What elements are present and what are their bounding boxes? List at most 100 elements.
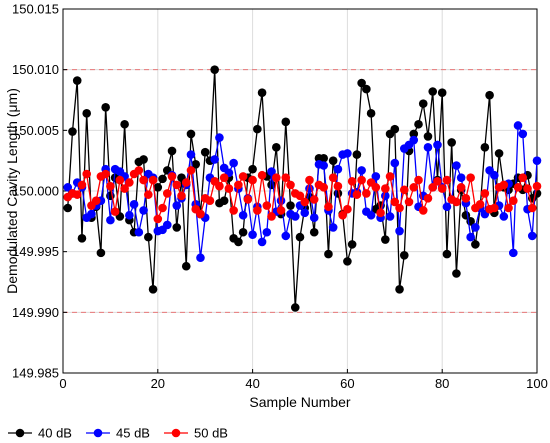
- data-point: [82, 169, 91, 179]
- data-point: [162, 189, 172, 198]
- legend-label: 45 dB: [116, 426, 150, 441]
- legend-item: 40 dB: [8, 426, 72, 441]
- data-point: [115, 175, 125, 185]
- data-point: [281, 231, 291, 241]
- data-point: [234, 180, 243, 190]
- data-point: [72, 76, 82, 85]
- data-point: [518, 173, 528, 182]
- data-point: [144, 232, 153, 242]
- data-point: [281, 173, 291, 182]
- legend-marker: [93, 428, 103, 438]
- data-point: [319, 161, 329, 170]
- data-point: [172, 201, 182, 210]
- data-point: [91, 196, 101, 206]
- x-axis-label: Sample Number: [249, 394, 350, 410]
- data-point: [309, 227, 319, 237]
- data-point: [409, 129, 419, 139]
- data-point: [452, 197, 461, 207]
- data-point: [120, 119, 129, 129]
- y-axis-label: Demodulated Cavity Length (μm): [4, 88, 20, 294]
- data-point: [409, 183, 419, 192]
- data-point: [328, 173, 338, 182]
- data-point: [466, 232, 475, 242]
- x-tick-label: 20: [151, 376, 165, 391]
- data-point: [63, 203, 73, 213]
- data-point: [347, 240, 357, 249]
- data-point: [347, 176, 357, 186]
- data-point: [532, 156, 542, 165]
- data-point: [513, 183, 523, 192]
- data-point: [177, 191, 186, 201]
- series-line: [67, 69, 538, 308]
- legend-marker: [171, 428, 181, 438]
- data-point: [257, 237, 267, 247]
- legend-marker: [15, 428, 25, 438]
- data-point: [395, 226, 404, 236]
- data-point: [196, 209, 205, 219]
- data-point: [480, 143, 490, 152]
- data-point: [134, 227, 144, 237]
- data-point: [253, 206, 262, 215]
- data-point: [475, 200, 485, 209]
- data-point: [267, 167, 276, 176]
- data-point: [290, 212, 300, 221]
- data-point: [77, 234, 87, 243]
- data-point: [148, 284, 158, 294]
- y-tick-label: 150.005: [12, 123, 59, 138]
- y-tick-label: 150.015: [12, 2, 59, 17]
- data-point: [499, 180, 509, 190]
- data-point: [200, 147, 210, 157]
- data-point: [390, 124, 400, 134]
- data-point: [523, 184, 532, 193]
- legend-item: 45 dB: [86, 426, 150, 441]
- data-point: [447, 138, 456, 147]
- data-point: [362, 189, 371, 198]
- data-point: [77, 180, 87, 190]
- data-point: [172, 180, 182, 190]
- data-point: [466, 173, 475, 182]
- data-point: [366, 210, 376, 220]
- data-point: [319, 153, 329, 163]
- data-point: [423, 143, 433, 152]
- data-point: [267, 212, 276, 221]
- data-point: [257, 170, 267, 180]
- data-point: [253, 124, 262, 134]
- data-point: [343, 257, 352, 266]
- data-point: [295, 232, 305, 242]
- legend-label: 50 dB: [194, 426, 228, 441]
- y-tick-label: 149.995: [12, 244, 59, 259]
- data-point: [243, 195, 253, 204]
- data-point: [153, 183, 163, 192]
- data-point: [162, 220, 172, 230]
- data-point: [352, 150, 362, 159]
- data-point: [395, 203, 404, 213]
- data-point: [101, 102, 110, 112]
- data-point: [527, 231, 537, 241]
- data-point: [158, 203, 167, 213]
- data-point: [139, 206, 148, 215]
- data-point: [125, 210, 134, 220]
- data-point: [509, 248, 518, 258]
- data-point: [210, 155, 219, 164]
- data-point: [471, 223, 480, 232]
- data-point: [87, 209, 96, 219]
- data-point: [357, 166, 366, 175]
- data-point: [328, 156, 338, 165]
- data-point: [333, 181, 343, 191]
- data-point: [191, 160, 201, 169]
- data-point: [456, 173, 466, 182]
- axis-ticks: 0 20 40 60 80 100 149.985 149.990 149.995 150.000…: [12, 2, 548, 392]
- data-point: [428, 183, 438, 192]
- data-point: [290, 303, 300, 312]
- data-point: [63, 183, 73, 192]
- data-point: [68, 127, 77, 136]
- data-point: [286, 201, 295, 210]
- data-point: [125, 178, 134, 187]
- data-point: [390, 197, 400, 207]
- data-point: [181, 261, 191, 271]
- x-tick-label: 60: [340, 376, 354, 391]
- data-point: [352, 190, 362, 199]
- data-point: [305, 175, 314, 185]
- data-point: [248, 175, 257, 185]
- data-point: [158, 174, 167, 184]
